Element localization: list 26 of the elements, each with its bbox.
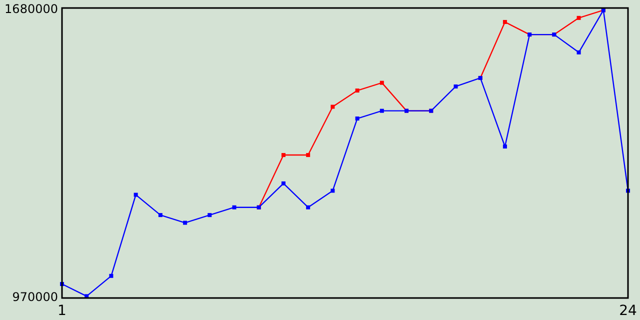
point bbox=[380, 108, 384, 113]
point bbox=[355, 88, 360, 93]
point bbox=[232, 205, 236, 210]
point bbox=[576, 16, 581, 20]
point bbox=[183, 220, 188, 225]
x-tick-label: 24 bbox=[619, 303, 637, 319]
point bbox=[502, 144, 507, 149]
point bbox=[502, 20, 507, 24]
point bbox=[281, 181, 286, 186]
point bbox=[330, 104, 335, 109]
point bbox=[134, 192, 138, 197]
y-tick-label: 970000 bbox=[12, 290, 58, 304]
y-tick-label: 1680000 bbox=[4, 2, 58, 16]
point bbox=[158, 213, 162, 218]
point bbox=[109, 274, 114, 278]
x-tick-label: 1 bbox=[58, 303, 66, 319]
line-series bbox=[60, 8, 630, 298]
point bbox=[330, 188, 335, 193]
point bbox=[355, 116, 360, 121]
point bbox=[380, 80, 384, 85]
point bbox=[306, 153, 310, 158]
point bbox=[208, 213, 212, 218]
point bbox=[281, 153, 286, 158]
point bbox=[454, 84, 458, 88]
point bbox=[306, 205, 310, 210]
point bbox=[576, 50, 581, 54]
